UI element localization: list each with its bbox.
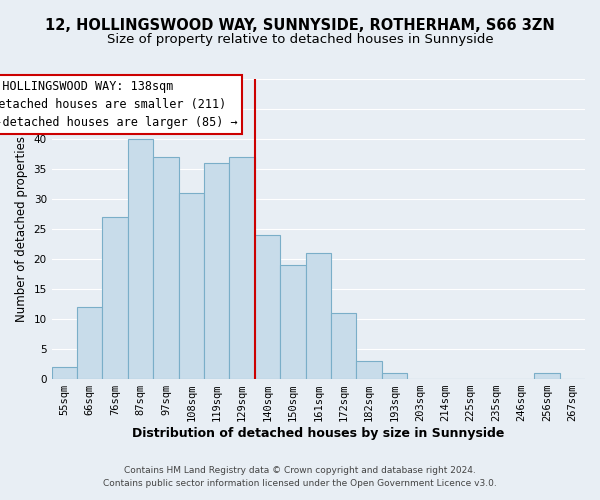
Bar [305, 253, 331, 379]
Text: 12, HOLLINGSWOOD WAY, SUNNYSIDE, ROTHERHAM, S66 3ZN: 12, HOLLINGSWOOD WAY, SUNNYSIDE, ROTHERH… [45, 18, 555, 32]
Bar [280, 265, 305, 379]
Text: Contains HM Land Registry data © Crown copyright and database right 2024.: Contains HM Land Registry data © Crown c… [124, 466, 476, 475]
Bar [52, 367, 77, 379]
X-axis label: Distribution of detached houses by size in Sunnyside: Distribution of detached houses by size … [132, 427, 505, 440]
Bar [153, 157, 179, 379]
Text: Contains public sector information licensed under the Open Government Licence v3: Contains public sector information licen… [103, 478, 497, 488]
Bar [229, 157, 255, 379]
Text: Size of property relative to detached houses in Sunnyside: Size of property relative to detached ho… [107, 32, 493, 46]
Bar [255, 235, 280, 379]
Bar [103, 217, 128, 379]
Bar [331, 313, 356, 379]
Bar [534, 373, 560, 379]
Bar [128, 139, 153, 379]
Y-axis label: Number of detached properties: Number of detached properties [15, 136, 28, 322]
Bar [382, 373, 407, 379]
Text: 12 HOLLINGSWOOD WAY: 138sqm
← 70% of detached houses are smaller (211)
28% of se: 12 HOLLINGSWOOD WAY: 138sqm ← 70% of det… [0, 80, 238, 129]
Bar [204, 163, 229, 379]
Bar [179, 193, 204, 379]
Bar [356, 361, 382, 379]
Bar [77, 307, 103, 379]
